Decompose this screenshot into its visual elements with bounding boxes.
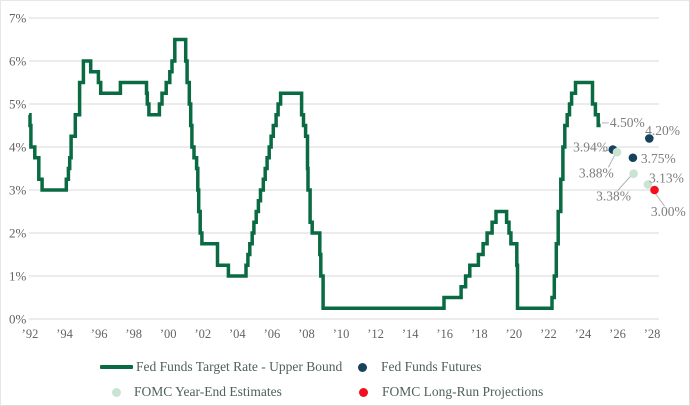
- y-tick-label: 6%: [9, 54, 27, 69]
- point-value-label: 3.38%: [596, 188, 631, 203]
- x-tick-label: ’10: [333, 327, 350, 341]
- y-tick-label: 2%: [9, 226, 27, 241]
- x-tick-label: ’14: [402, 327, 419, 341]
- x-tick-label: ’00: [160, 327, 177, 341]
- x-tick-label: ’12: [367, 327, 384, 341]
- label-leader-line: [607, 154, 616, 168]
- x-tick-label: ’22: [540, 327, 557, 341]
- x-tick-label: ’04: [229, 327, 246, 341]
- y-tick-label: 4%: [9, 140, 27, 155]
- x-tick-label: ’94: [56, 327, 73, 341]
- x-tick-label: ’28: [644, 327, 661, 341]
- y-tick-label: 5%: [9, 97, 27, 112]
- x-tick-label: ’08: [298, 327, 315, 341]
- year-end-estimate-dot: [612, 147, 622, 157]
- chart-plot-area: 0% 1% 2% 3% 4% 5% 6% 7% ’92 ’94 ’96 ’98 ’00 ’02 ’04 ’06…: [9, 11, 686, 342]
- futures-dot: [645, 134, 654, 143]
- x-tick-label: ’06: [264, 327, 281, 341]
- legend-dot-swatch: [358, 362, 367, 372]
- legend-label: FOMC Long-Run Projections: [382, 384, 544, 399]
- x-tick-label: ’92: [22, 327, 39, 341]
- legend-dot-swatch: [112, 387, 121, 397]
- legend-fed-funds-futures: Fed Funds Futures: [358, 359, 482, 375]
- point-value-label: 3.75%: [641, 151, 676, 166]
- y-tick-label: 3%: [9, 183, 27, 198]
- point-value-label: 3.00%: [651, 204, 686, 219]
- x-tick-label: ’16: [436, 327, 453, 341]
- y-tick-label: 1%: [9, 269, 27, 284]
- legend-fomc-long-run-projections: FOMC Long-Run Projections: [359, 384, 543, 400]
- legend-label: FOMC Year-End Estimates: [134, 384, 282, 399]
- point-value-label: 4.20%: [645, 123, 680, 138]
- longrun-projection-dot: [650, 185, 659, 195]
- x-tick-label: ’26: [609, 327, 626, 341]
- y-tick-label: 7%: [9, 11, 27, 26]
- legend-dot-swatch: [359, 387, 368, 397]
- year-end-estimate-dot: [629, 169, 638, 178]
- legend-label: Fed Funds Target Rate - Upper Bound: [136, 359, 343, 374]
- legend-line-swatch: [100, 365, 133, 369]
- x-tick-label: ’20: [506, 327, 523, 341]
- y-tick-label: 0%: [9, 312, 27, 327]
- point-value-label: 3.94%: [573, 140, 608, 155]
- x-tick-label: ’24: [575, 327, 592, 341]
- point-value-label: 3.88%: [579, 166, 614, 181]
- label-leader-line: [616, 175, 632, 192]
- target-rate-step-line: [28, 37, 601, 311]
- x-tick-label: ’96: [91, 327, 108, 341]
- point-value-label: 3.13%: [649, 170, 684, 185]
- legend-label: Fed Funds Futures: [381, 359, 482, 374]
- x-tick-label: ’98: [125, 327, 142, 341]
- x-tick-label: ’18: [471, 327, 488, 341]
- legend-fed-funds-target-rate: Fed Funds Target Rate - Upper Bound: [100, 359, 342, 375]
- year-end-estimate-dot: [643, 180, 653, 189]
- legend-fomc-year-end-estimates: FOMC Year-End Estimates: [112, 384, 282, 400]
- x-tick-label: ’02: [194, 327, 211, 341]
- label-leader-line: [655, 193, 666, 207]
- point-value-label: 4.50%: [610, 115, 645, 130]
- futures-dot: [628, 153, 638, 163]
